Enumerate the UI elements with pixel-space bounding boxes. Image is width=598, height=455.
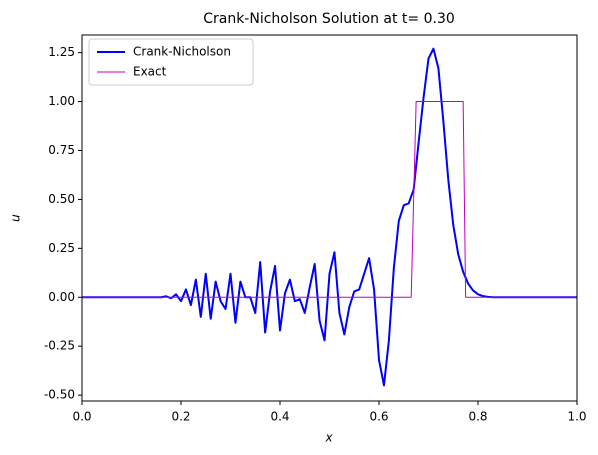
x-tick-label: 1.0 <box>567 410 586 424</box>
x-tick-label: 0.2 <box>171 410 190 424</box>
y-tick-label: 0.25 <box>48 241 75 255</box>
y-tick-label: 1.00 <box>48 94 75 108</box>
series-line <box>82 101 577 298</box>
x-tick-label: 0.4 <box>270 410 289 424</box>
y-tick-label: -0.25 <box>44 339 75 353</box>
series-line <box>82 47 577 387</box>
x-axis-label: x <box>324 431 333 445</box>
y-tick-label: 0.75 <box>48 143 75 157</box>
y-tick-label: 0.00 <box>48 290 75 304</box>
axes-frame <box>81 34 578 402</box>
y-tick-label: -0.50 <box>44 388 75 402</box>
x-tick-label: 0.6 <box>369 410 388 424</box>
x-tick-label: 0.8 <box>468 410 487 424</box>
y-tick-label: 0.50 <box>48 192 75 206</box>
y-axis-label: u <box>9 214 23 222</box>
y-tick-label: 1.25 <box>48 45 75 59</box>
legend-label: Exact <box>133 65 167 79</box>
x-tick-label: 0.0 <box>72 410 91 424</box>
legend-box <box>88 38 254 86</box>
legend-label: Crank-Nicholson <box>133 45 231 59</box>
chart-title: Crank-Nicholson Solution at t= 0.30 <box>203 11 455 27</box>
